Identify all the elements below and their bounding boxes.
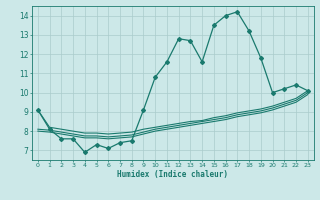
X-axis label: Humidex (Indice chaleur): Humidex (Indice chaleur) <box>117 170 228 179</box>
